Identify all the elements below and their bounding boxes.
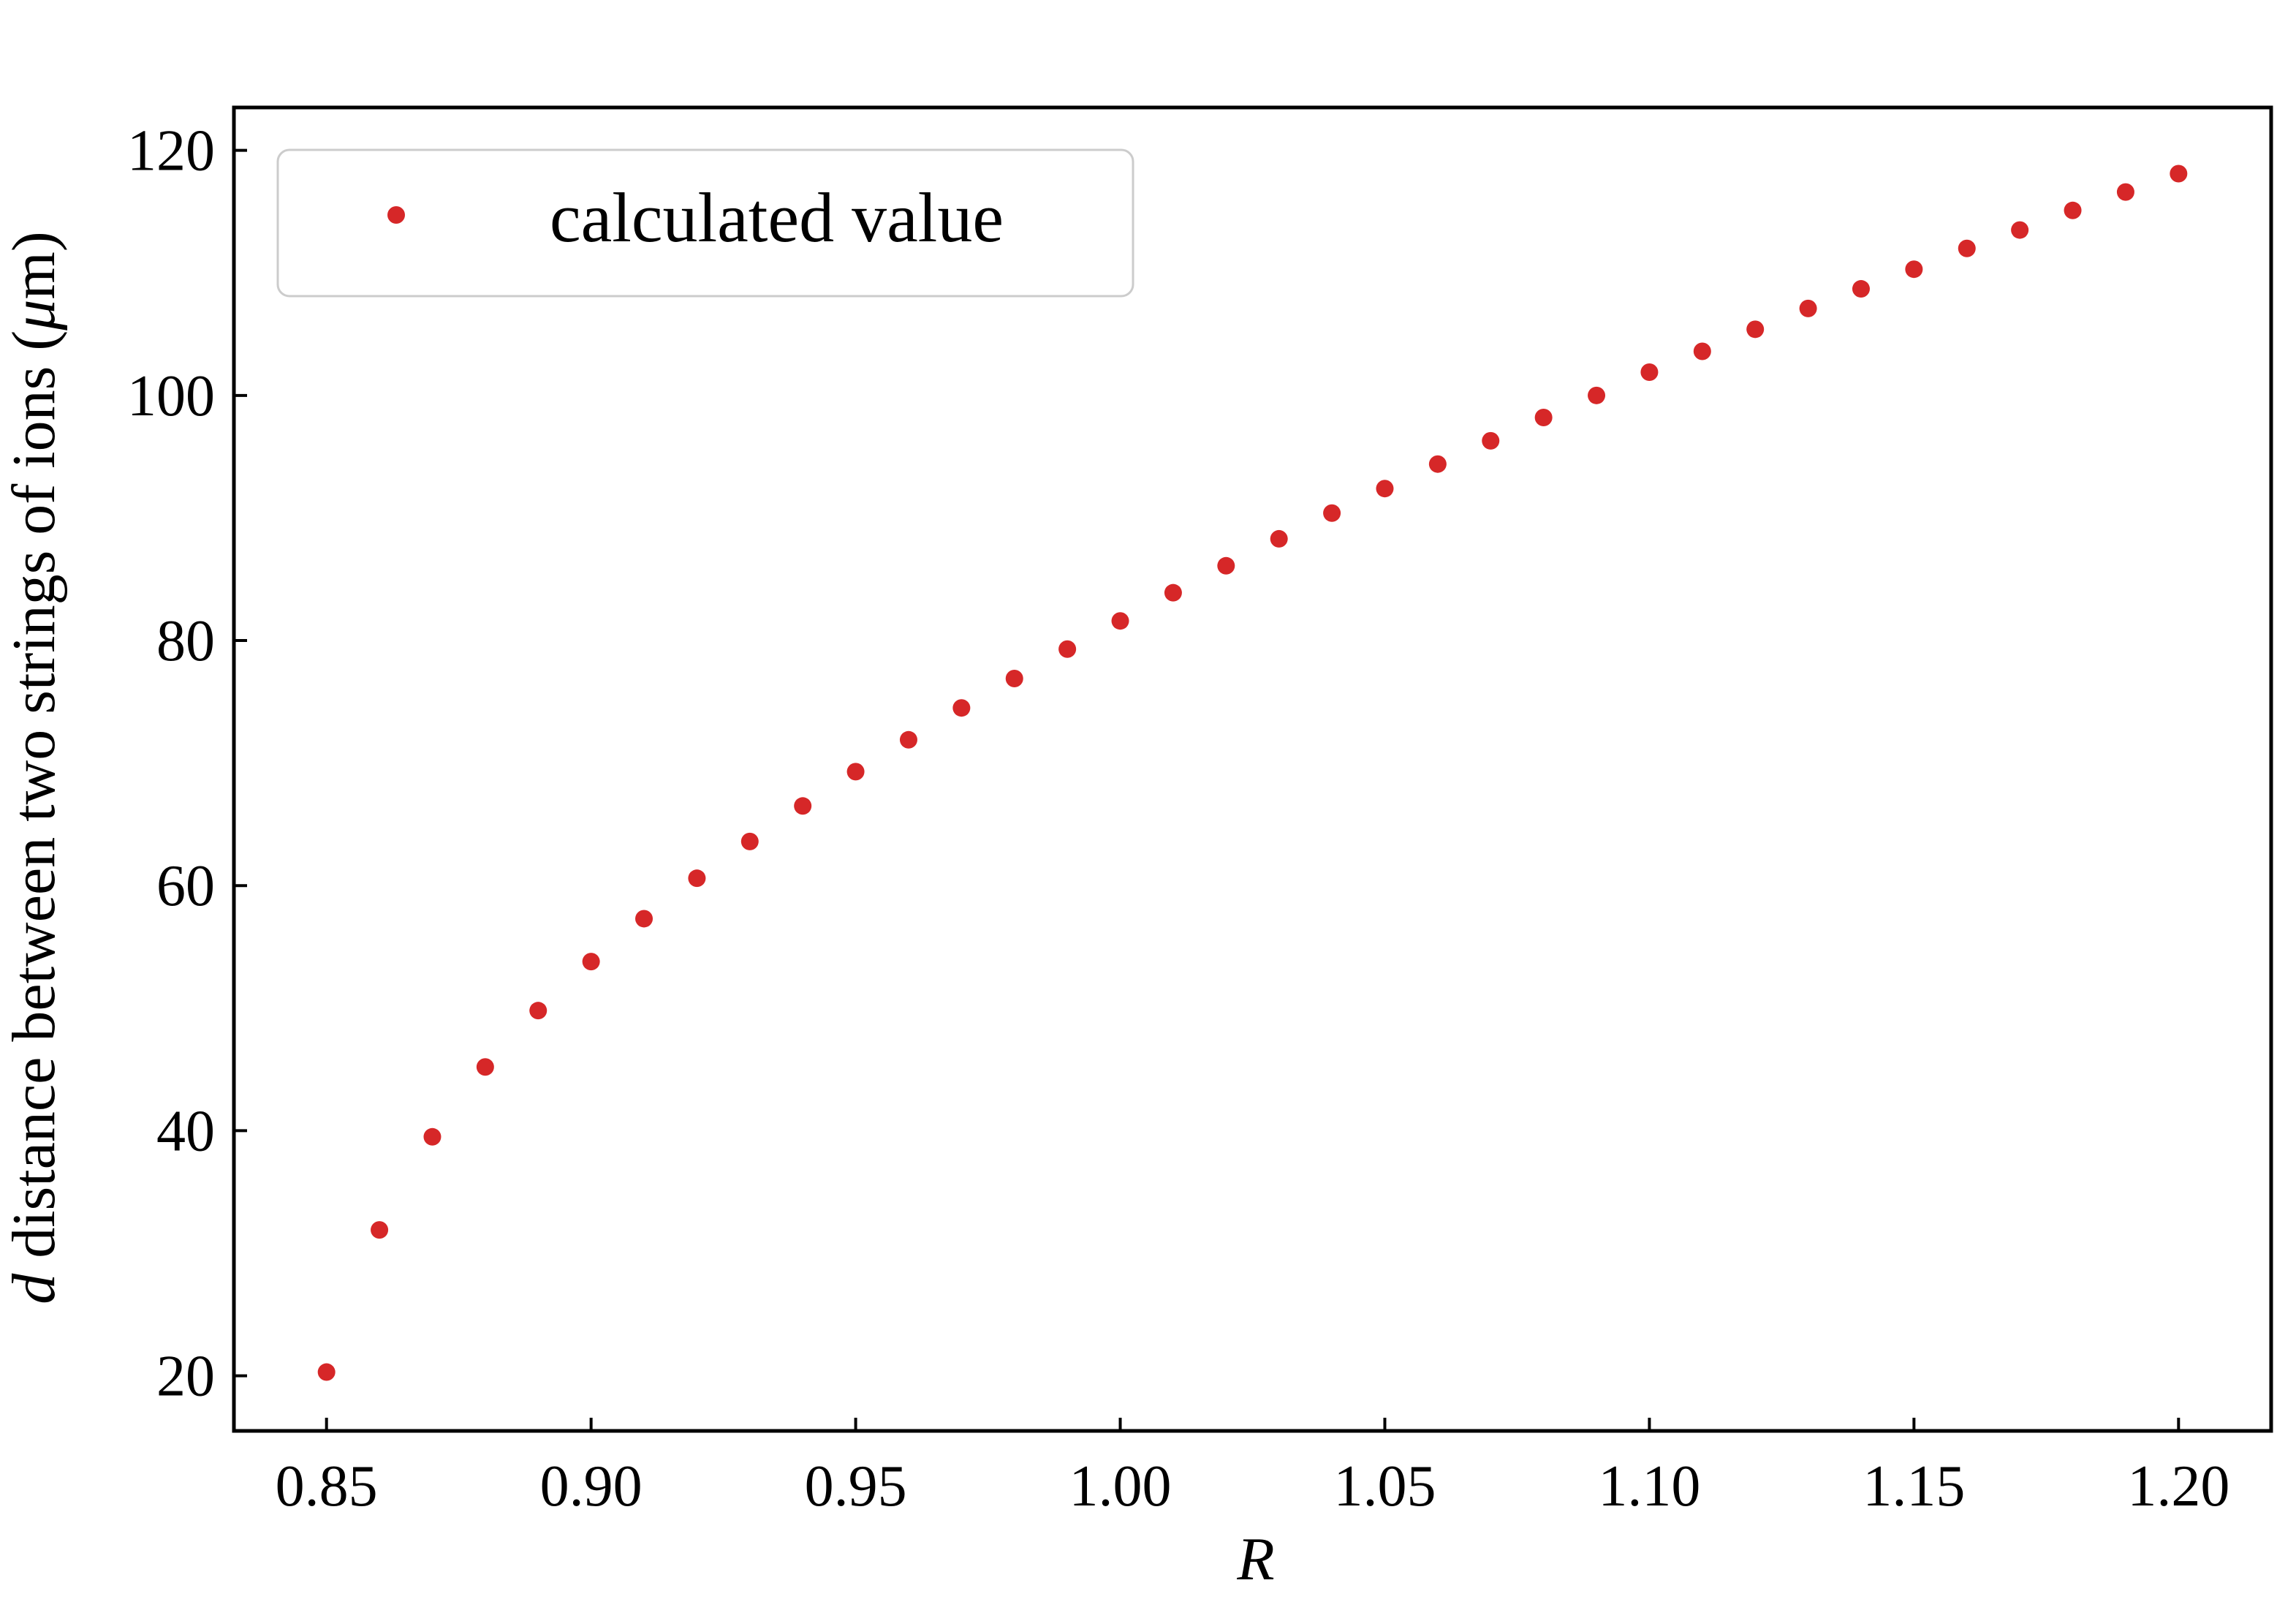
x-tick-label: 0.85 [276,1454,378,1519]
y-axis-title-unit: m) [0,231,68,299]
data-point [846,763,865,781]
x-tick-label: 1.05 [1333,1454,1436,1519]
data-point [1005,669,1023,687]
legend-box [276,148,1134,298]
y-tick-label: 100 [127,364,215,428]
x-axis-ticks: 0.85 0.90 0.95 1.00 1.05 1.10 1.15 1.20 [276,1418,2229,1519]
data-point [1111,612,1129,630]
data-point [1852,280,1870,298]
data-point [1693,342,1711,360]
data-point [423,1127,442,1146]
y-tick-label: 40 [156,1099,215,1163]
data-point [1217,556,1235,575]
x-axis-title: R [1236,1525,1274,1593]
y-axis-title-text: distance between two strings of ions ( [0,330,68,1274]
y-axis-title-var: d [0,1273,68,1304]
data-point [317,1363,336,1381]
data-point [1640,363,1659,381]
y-tick-label: 80 [156,609,215,673]
data-point [740,832,759,850]
x-tick-label: 1.00 [1069,1454,1172,1519]
data-point [2116,183,2134,201]
data-point [1588,386,1606,404]
data-point [371,1221,389,1239]
y-axis-title-mu: μ [0,300,68,331]
data-point [1905,260,1923,279]
data-point [1058,640,1077,658]
data-point [529,1002,548,1020]
legend: calculated value [276,148,1134,298]
data-point [899,730,917,749]
data-point [1428,455,1447,473]
legend-label: calculated value [550,178,1004,257]
data-point [1376,480,1394,498]
data-point [794,797,812,815]
data-points [317,165,2188,1381]
y-tick-label: 60 [156,854,215,918]
x-tick-label: 0.90 [540,1454,643,1519]
data-point [635,910,653,928]
data-point [1799,299,1817,317]
data-point [1270,529,1288,548]
data-point [582,953,600,971]
x-tick-label: 1.20 [2127,1454,2229,1519]
data-point [2064,201,2082,219]
legend-marker [387,206,405,224]
data-point [2170,165,2188,183]
plot-frame [232,105,2273,1433]
data-point [1164,583,1182,602]
x-tick-label: 1.10 [1598,1454,1700,1519]
data-point [1534,409,1553,427]
data-point [688,869,706,888]
y-tick-label: 20 [156,1345,215,1409]
data-point [476,1058,494,1076]
data-point [2011,221,2029,239]
data-point [1746,320,1765,339]
data-point [1958,239,1976,257]
data-point [952,699,971,717]
data-point [1482,431,1500,450]
y-axis-title: d distance between two strings of ions (… [0,231,68,1304]
y-axis-ticks: 20 40 60 80 100 120 [127,119,247,1409]
data-point [1323,504,1341,522]
x-tick-label: 1.15 [1863,1454,1965,1519]
x-tick-label: 0.95 [805,1454,907,1519]
y-tick-label: 120 [127,119,215,184]
